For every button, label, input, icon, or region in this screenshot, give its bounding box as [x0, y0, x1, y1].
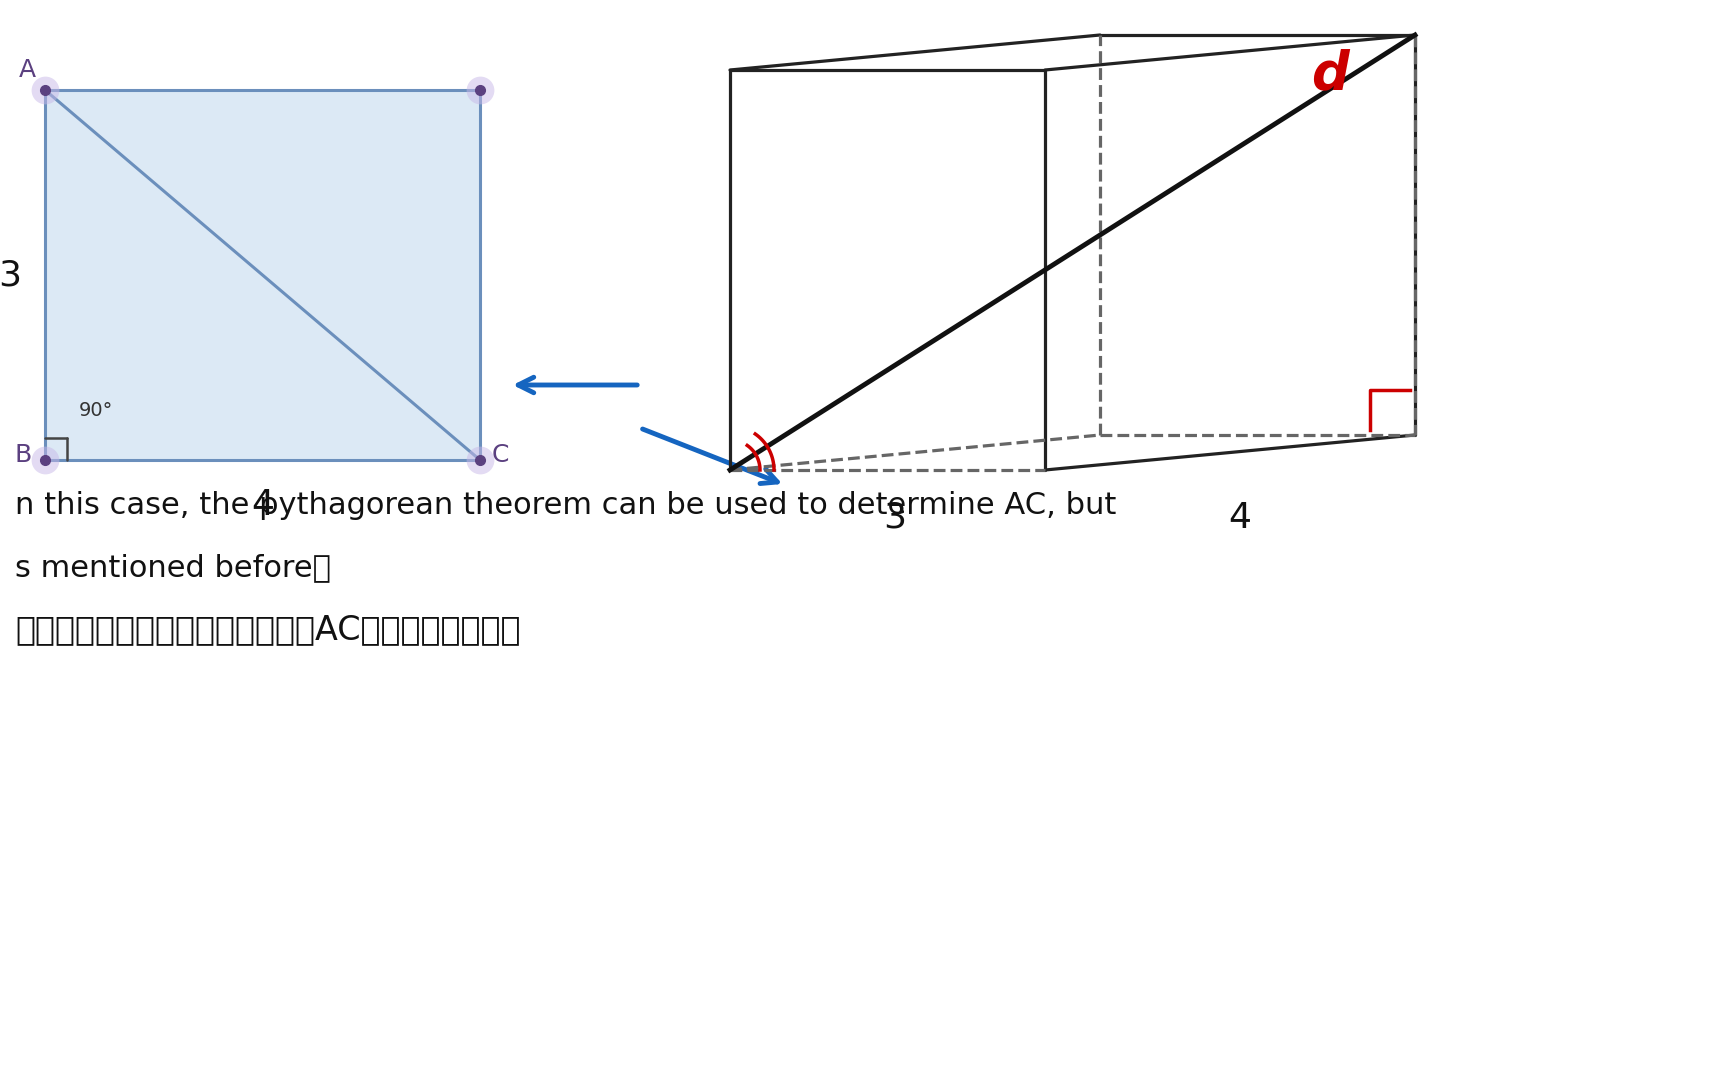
Text: 4: 4	[251, 488, 275, 522]
Text: s mentioned before，: s mentioned before，	[16, 553, 330, 582]
Text: C: C	[491, 443, 508, 467]
Text: 4: 4	[1229, 501, 1251, 535]
Text: d: d	[1312, 48, 1350, 100]
Text: B: B	[14, 443, 31, 467]
Text: A: A	[19, 58, 36, 82]
Text: 3: 3	[883, 501, 907, 535]
Polygon shape	[45, 90, 480, 460]
Text: 这里，我们可以用勾股定理来解出AC，但是之前也提了: 这里，我们可以用勾股定理来解出AC，但是之前也提了	[16, 613, 520, 647]
Text: 3: 3	[0, 258, 21, 292]
Text: n this case, the pythagorean theorem can be used to determine AC, but: n this case, the pythagorean theorem can…	[16, 490, 1116, 519]
Text: 90°: 90°	[79, 401, 114, 420]
